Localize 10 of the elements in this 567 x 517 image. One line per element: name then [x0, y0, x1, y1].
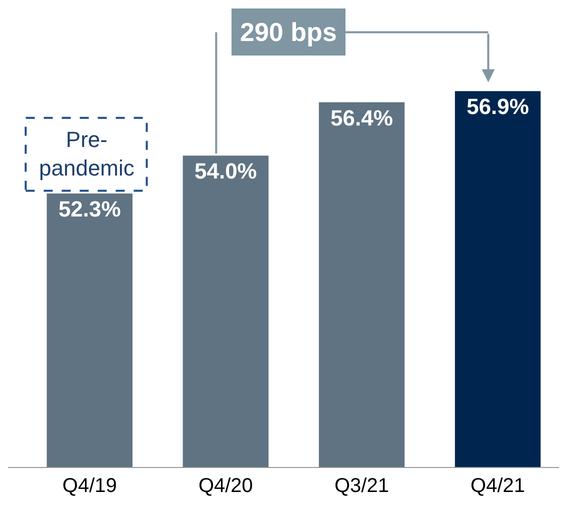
x-tick-label: Q4/19	[62, 475, 117, 497]
data-label: 56.9%	[466, 94, 529, 120]
data-label: 52.3%	[58, 196, 121, 222]
x-tick-label: Q4/20	[198, 475, 253, 497]
data-label: 54.0%	[194, 158, 257, 184]
x-tick-label: Q3/21	[334, 475, 389, 497]
annotation: 290 bps	[240, 17, 337, 47]
data-label: 56.4%	[330, 105, 393, 130]
x-tick-label: Q4/21	[470, 475, 526, 497]
annotation: Pre- pandemic	[39, 127, 134, 181]
